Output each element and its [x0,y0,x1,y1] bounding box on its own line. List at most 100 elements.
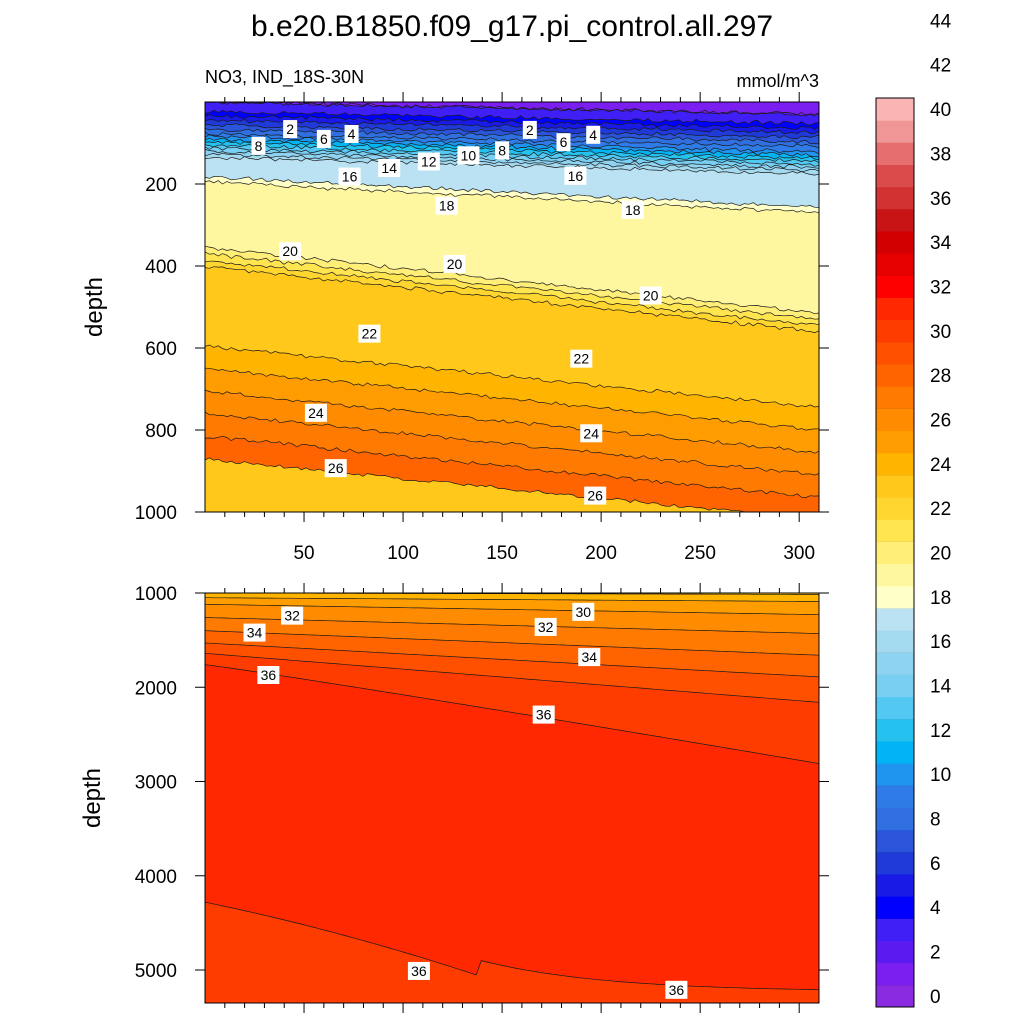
upper-x-tick-label: 300 [783,543,815,564]
lower-band [205,593,819,602]
upper-contour-line [205,266,819,334]
colorbar-tick-label: 24 [930,455,952,476]
colorbar-tick-label: 0 [930,987,941,1008]
colorbar-box [876,607,914,631]
upper-contour-label-box [344,124,359,143]
lower-contour-line [205,642,819,678]
upper-contour-line [205,118,819,135]
lower-contour-label: 30 [576,604,592,620]
colorbar-tick-label: 28 [930,366,951,387]
colorbar-box [876,142,914,166]
upper-contour-label: 12 [421,153,437,169]
upper-y-tick-label: 800 [145,421,177,442]
upper-y-tick-label: 400 [145,257,177,278]
lower-contour-label-box [257,666,280,684]
lower-contour-fill [205,593,819,1003]
colorbar-tick-label: 4 [930,898,941,919]
colorbar-box [876,652,914,675]
colorbar-box [876,120,914,143]
lower-axes: 1000 2000 3000 4000 5000 [135,583,829,1013]
upper-contour-line [205,175,819,209]
colorbar-box [876,740,914,764]
lower-contour-label-box [281,606,304,625]
colorbar-box [876,386,914,409]
upper-contour-label-box [304,403,327,422]
colorbar-tick-label: 38 [930,144,951,165]
lower-contour-line [205,603,819,616]
colorbar-box [876,408,914,432]
lower-contour-line [205,901,819,991]
upper-contour-label: 6 [320,131,328,147]
lower-contour-label-box [243,623,266,642]
colorbar-box [876,763,914,786]
colorbar-box [876,984,914,1008]
upper-contour-label-box [324,459,347,478]
upper-contour-label-box [251,136,266,155]
lower-contour-line [205,617,819,634]
upper-y-axis-label: depth [81,277,108,337]
upper-axes: 50 100 150 200 250 300 200 400 600 800 1000 [135,92,829,564]
lower-contour-label: 36 [669,982,685,998]
colorbar-box [876,474,914,498]
lower-contour-line [205,630,819,656]
colorbar-tick-label: 18 [930,588,951,609]
upper-y-tick-label: 200 [145,175,177,196]
upper-contour-label: 14 [381,160,397,176]
upper-contour-line [205,435,819,498]
lower-y-tick-label: 2000 [135,678,177,699]
upper-contour-line [205,144,819,163]
lower-contour-label-box [532,705,555,724]
lower-contour-line [205,597,819,602]
colorbar-box [876,696,914,720]
upper-contour-label-box [435,196,458,215]
upper-band [205,102,819,116]
lower-contour-line [205,652,819,703]
lower-contour-label-box [534,617,557,636]
lower-contour-label: 36 [536,707,552,723]
colorbar-tick-label: 36 [930,189,951,210]
upper-contour-fill [205,102,819,512]
upper-contour-line [205,114,819,130]
colorbar-box [876,918,914,941]
colorbar-tick-label: 30 [930,322,951,343]
upper-contour-label-box [378,159,401,178]
upper-contour-label: 8 [498,142,506,158]
lower-y-tick-label: 5000 [135,961,177,982]
colorbar-box [876,630,914,653]
colorbar-box [876,341,914,365]
colorbar-tick-label: 10 [930,765,951,786]
upper-contour-label-box [417,152,440,171]
colorbar-box [876,186,914,210]
colorbar-box [876,541,914,565]
lower-contour-label: 36 [411,963,427,979]
colorbar-tick-label: 44 [930,11,952,32]
lower-y-tick-label: 3000 [135,773,177,794]
upper-contour-label-box [338,167,361,186]
colorbar-tick-label: 22 [930,499,951,520]
upper-contour-line [205,411,819,476]
upper-contour-label-box [586,125,601,144]
upper-contour-label-box [283,120,298,139]
colorbar-tick-label: 6 [930,854,941,875]
upper-contour-line [205,245,819,315]
colorbar-box [876,319,914,343]
upper-x-tick-label: 100 [387,543,419,564]
upper-contour-line [205,137,819,158]
colorbar-tick-label: 20 [930,544,951,565]
upper-contour-lines [205,102,819,512]
colorbar-box [876,208,914,232]
colorbar-box [876,164,914,188]
chart-title: b.e20.B1850.f09_g17.pi_control.all.297 [251,10,773,43]
colorbar-box [876,275,914,299]
upper-contour-label-box [584,486,607,505]
upper-x-tick-label: 50 [293,543,314,564]
colorbar-tick-label: 12 [930,721,951,742]
lower-contour-label-box [665,980,688,999]
upper-contour-label-box [279,242,302,261]
upper-contour-label: 20 [447,256,463,272]
upper-y-tick-label: 600 [145,339,177,360]
lower-contour-label: 32 [284,608,300,624]
upper-contour-line [205,457,819,512]
upper-contour-line [205,251,819,320]
